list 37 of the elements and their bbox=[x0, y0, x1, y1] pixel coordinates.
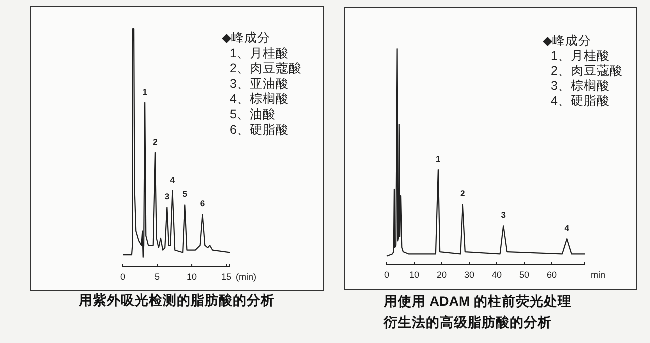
note: 3、亚油酸 bbox=[230, 76, 289, 91]
x-tick: 5 bbox=[155, 272, 160, 282]
note: 2、肉豆蔻酸 bbox=[230, 62, 302, 76]
peak-label: 3 bbox=[164, 192, 170, 202]
note: 1、月桂酸 bbox=[230, 46, 289, 60]
x-tick: 10 bbox=[410, 270, 420, 280]
note: 4、棕榈酸 bbox=[230, 92, 289, 106]
x-label: min bbox=[591, 270, 606, 280]
x-tick: 0 bbox=[120, 272, 126, 282]
peak-label: 6 bbox=[200, 198, 206, 209]
note: 2、肉豆蔻酸 bbox=[551, 64, 623, 78]
x-tick: 40 bbox=[492, 270, 502, 280]
note: 1、月桂酸 bbox=[551, 49, 610, 63]
x-tick: 15 bbox=[222, 272, 232, 282]
x-tick: 30 bbox=[464, 270, 474, 280]
title: 用紫外吸光检测的脂肪酸的分析 bbox=[79, 293, 275, 308]
peak-label: 3 bbox=[501, 210, 506, 220]
peak-label: 1 bbox=[142, 86, 148, 97]
x-tick: 20 bbox=[437, 270, 447, 280]
x-label: (min) bbox=[236, 272, 256, 282]
note: ◆峰成分 bbox=[222, 31, 271, 45]
peak-label: 1 bbox=[436, 154, 441, 164]
peak-label: 4 bbox=[564, 223, 570, 234]
peak-label: 2 bbox=[153, 136, 158, 147]
peak-label: 5 bbox=[182, 189, 188, 200]
x-tick: 0 bbox=[384, 270, 390, 280]
note: 5、油酸 bbox=[230, 108, 276, 122]
title: 用使用 ADAM 的柱前荧光处理衍生法的高级脂肪酸的分析 bbox=[384, 294, 572, 330]
peak-label: 4 bbox=[170, 174, 176, 185]
x-tick: 60 bbox=[547, 270, 557, 280]
x-tick: 50 bbox=[520, 270, 530, 280]
note: 4、硬脂酸 bbox=[551, 94, 610, 108]
note: 6、硬脂酸 bbox=[230, 122, 289, 137]
note: ◆峰成分 bbox=[543, 34, 592, 48]
note: 3、棕榈酸 bbox=[551, 79, 610, 93]
x-tick: 10 bbox=[187, 272, 198, 282]
peak-label: 2 bbox=[460, 188, 466, 199]
